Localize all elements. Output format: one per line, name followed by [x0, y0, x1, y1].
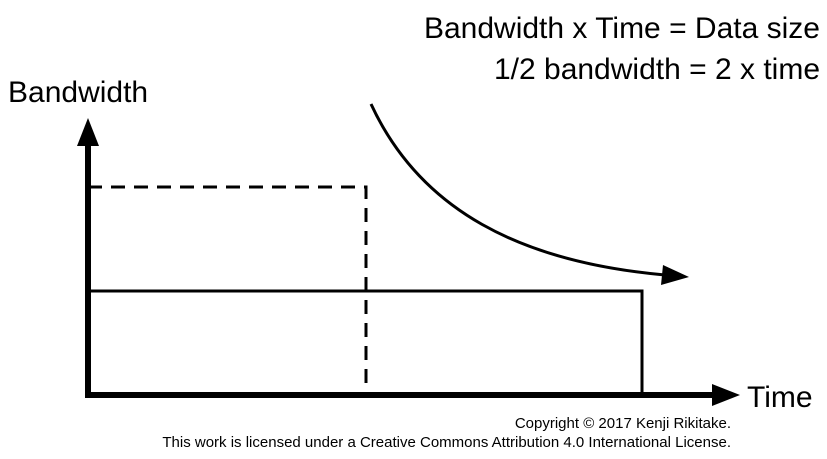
curved-arrow [369, 103, 666, 277]
curved-arrowhead [661, 265, 689, 285]
dashed-rectangle-double-bandwidth [88, 185, 368, 395]
formula-line-1: Bandwidth x Time = Data size [424, 12, 820, 45]
y-axis-arrowhead [77, 118, 99, 146]
license-text: This work is licensed under a Creative C… [162, 434, 731, 451]
x-axis-arrowhead [712, 384, 740, 406]
formula-line-2: 1/2 bandwidth = 2 x time [494, 53, 820, 86]
copyright-text: Copyright © 2017 Kenji Rikitake. [515, 415, 731, 432]
x-axis-label: Time [747, 381, 813, 414]
solid-rectangle-half-bandwidth [88, 289, 644, 395]
y-axis-label: Bandwidth [8, 76, 148, 109]
